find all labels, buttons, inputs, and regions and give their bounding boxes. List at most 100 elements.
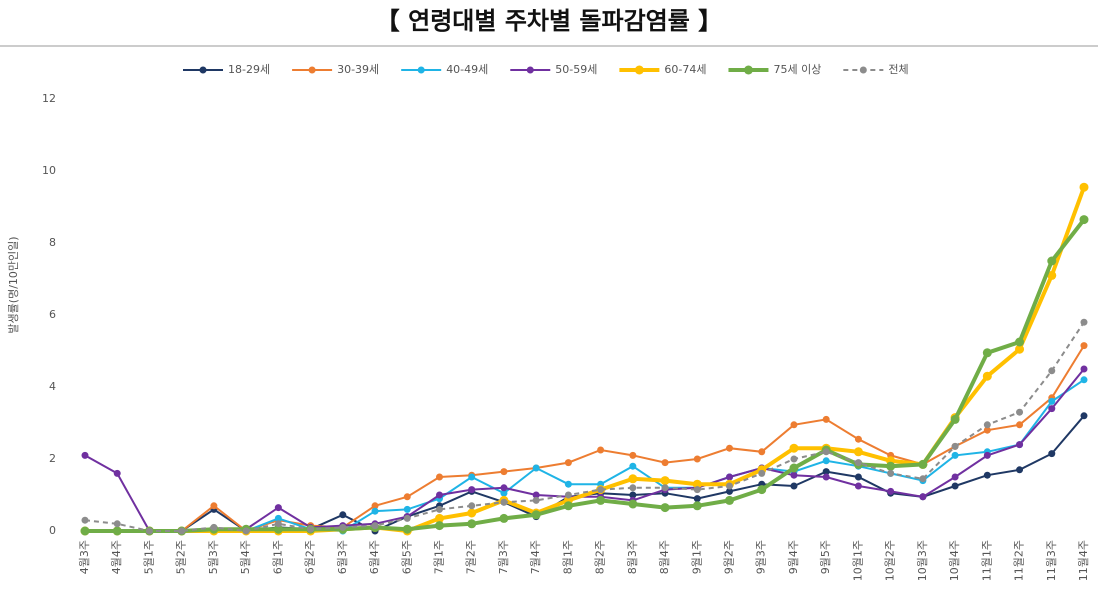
series-line (84, 321, 1085, 533)
point (1047, 270, 1057, 280)
legend-marker (743, 65, 753, 75)
series-line (85, 218, 1086, 533)
point (81, 516, 89, 524)
x-tick-label: 7월3주 (497, 540, 510, 574)
point (692, 501, 702, 511)
point (500, 489, 508, 497)
point (1080, 365, 1088, 373)
point (1080, 376, 1088, 384)
point (1016, 421, 1024, 429)
y-tick-label: 2 (49, 452, 56, 465)
point (1048, 405, 1056, 413)
series-line (85, 186, 1086, 534)
point (887, 487, 895, 495)
x-tick-label: 5월3주 (207, 540, 220, 574)
x-tick-label: 11월3주 (1045, 540, 1058, 581)
point (1080, 342, 1088, 350)
x-tick-label: 8월1주 (561, 540, 574, 574)
point (145, 527, 153, 535)
point (982, 348, 992, 358)
point (919, 475, 927, 483)
point (435, 491, 443, 499)
point (822, 415, 830, 423)
point (339, 523, 347, 531)
point (1016, 408, 1024, 416)
point (564, 459, 572, 467)
series-line (85, 415, 1085, 533)
point (532, 496, 540, 504)
x-tick-label: 6월3주 (336, 540, 349, 574)
legend-marker (417, 66, 425, 74)
point (435, 473, 443, 481)
point (951, 451, 959, 459)
point (434, 513, 444, 523)
point (500, 498, 508, 506)
point (1079, 182, 1089, 192)
point (402, 524, 412, 534)
point (1015, 344, 1025, 354)
x-tick-label: 11월1주 (980, 540, 993, 581)
point (403, 493, 411, 501)
point (692, 479, 702, 489)
point (886, 461, 896, 471)
legend-marker (634, 65, 644, 75)
point (500, 468, 508, 476)
legend-label: 75세 이상 (773, 63, 821, 76)
point (628, 499, 638, 509)
point (371, 502, 379, 510)
point (274, 520, 282, 528)
point (854, 473, 862, 481)
point (790, 455, 798, 463)
point (726, 482, 734, 490)
point (629, 451, 637, 459)
x-tick-label: 9월1주 (690, 540, 703, 574)
point (1048, 367, 1056, 375)
point (113, 520, 121, 528)
point (983, 421, 991, 429)
point (210, 502, 218, 510)
point (790, 482, 798, 490)
y-tick-label: 12 (42, 92, 56, 105)
point (919, 493, 927, 501)
point (982, 371, 992, 381)
point (854, 482, 862, 490)
point (983, 471, 991, 479)
point (693, 486, 701, 494)
point (661, 459, 669, 467)
point (854, 435, 862, 443)
x-tick-label: 8월4주 (658, 540, 671, 574)
point (660, 476, 670, 486)
point (1016, 466, 1024, 474)
point (1079, 215, 1089, 225)
point (113, 469, 121, 477)
x-tick-label: 6월1주 (271, 540, 284, 574)
point (274, 514, 282, 522)
x-tick-label: 10월2주 (884, 540, 897, 581)
point (822, 468, 830, 476)
x-tick-label: 6월4주 (368, 540, 381, 574)
x-tick-label: 6월5주 (400, 540, 413, 574)
point (564, 491, 572, 499)
point (726, 444, 734, 452)
legend-label: 60-74세 (664, 63, 706, 76)
x-tick-label: 7월1주 (432, 540, 445, 574)
point (468, 486, 476, 494)
point (467, 508, 477, 518)
legend-label: 전체 (888, 63, 908, 76)
point (660, 503, 670, 513)
point (273, 524, 283, 534)
point (790, 471, 798, 479)
x-tick-label: 10월1주 (851, 540, 864, 581)
point (531, 510, 541, 520)
legend-marker (526, 66, 534, 74)
x-tick-label: 8월3주 (626, 540, 639, 574)
point (1048, 450, 1056, 458)
point (629, 462, 637, 470)
point (435, 505, 443, 513)
x-tick-label: 10월3주 (916, 540, 929, 581)
point (468, 502, 476, 510)
point (339, 511, 347, 519)
x-tick-label: 5월2주 (175, 540, 188, 574)
point (596, 495, 606, 505)
